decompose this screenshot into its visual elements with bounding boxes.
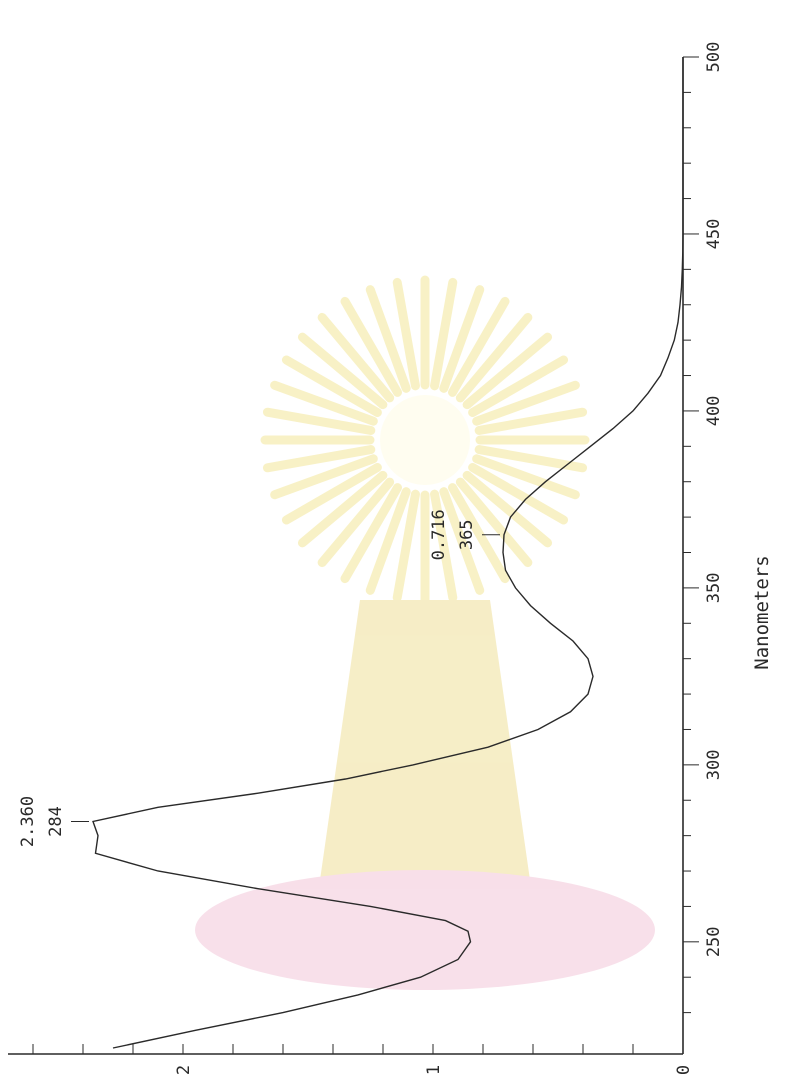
seal-ray xyxy=(262,407,376,435)
peak-wavelength-label-1: 284 xyxy=(46,806,66,837)
y-tick-label: 2 xyxy=(174,1065,194,1075)
seal-ray xyxy=(448,296,510,397)
university-seal-watermark xyxy=(195,275,655,990)
seal-ray xyxy=(430,489,458,603)
x-tick-label: 300 xyxy=(704,749,724,780)
seal-ray xyxy=(270,454,378,500)
seal-ray xyxy=(392,489,420,603)
y-tick-label: 0 xyxy=(674,1065,694,1075)
seal-ray xyxy=(281,355,382,417)
x-tick-label: 350 xyxy=(704,573,724,604)
seal-ray xyxy=(340,483,402,584)
peak-value-label-2: 0.716 xyxy=(429,509,449,560)
y-tick-label: 1 xyxy=(424,1065,444,1075)
chart-axes: 250 300 350 400 450 500 0 1 2 xyxy=(8,42,724,1075)
seal-ray xyxy=(392,277,420,391)
seal-body xyxy=(320,600,530,880)
seal-ray xyxy=(462,470,553,548)
x-tick-label: 450 xyxy=(704,219,724,250)
seal-ray xyxy=(297,332,388,410)
seal-ray xyxy=(468,355,569,417)
peak-wavelength-label-2: 365 xyxy=(457,519,477,550)
seal-ray xyxy=(455,477,533,568)
seal-base xyxy=(195,870,655,990)
chart-plot-area: 284 2.360 365 0.716 xyxy=(18,57,684,1049)
x-tick-label: 250 xyxy=(704,926,724,957)
seal-ray xyxy=(472,454,580,500)
spectrum-line xyxy=(92,57,684,1049)
seal-ray xyxy=(270,380,378,426)
seal-center xyxy=(380,395,470,485)
seal-ray xyxy=(474,407,588,435)
seal-ray xyxy=(430,277,458,391)
x-tick-label: 500 xyxy=(704,42,724,73)
x-tick-label: 400 xyxy=(704,396,724,427)
seal-ray xyxy=(468,463,569,525)
seal-ray xyxy=(455,312,533,403)
seal-ray xyxy=(439,487,485,595)
seal-ray xyxy=(317,312,395,403)
seal-ray xyxy=(317,477,395,568)
seal-ray xyxy=(462,332,553,410)
seal-ray xyxy=(262,445,376,473)
seal-ray xyxy=(297,470,388,548)
seal-ray xyxy=(474,445,588,473)
seal-ray xyxy=(472,380,580,426)
x-axis-label: Nanometers xyxy=(751,555,773,669)
seal-ray xyxy=(365,487,411,595)
seal-ray xyxy=(340,296,402,397)
seal-ray xyxy=(439,285,485,393)
seal-ray xyxy=(281,463,382,525)
seal-ray xyxy=(448,483,510,584)
seal-ray xyxy=(365,285,411,393)
peak-value-label-1: 2.360 xyxy=(18,796,38,847)
